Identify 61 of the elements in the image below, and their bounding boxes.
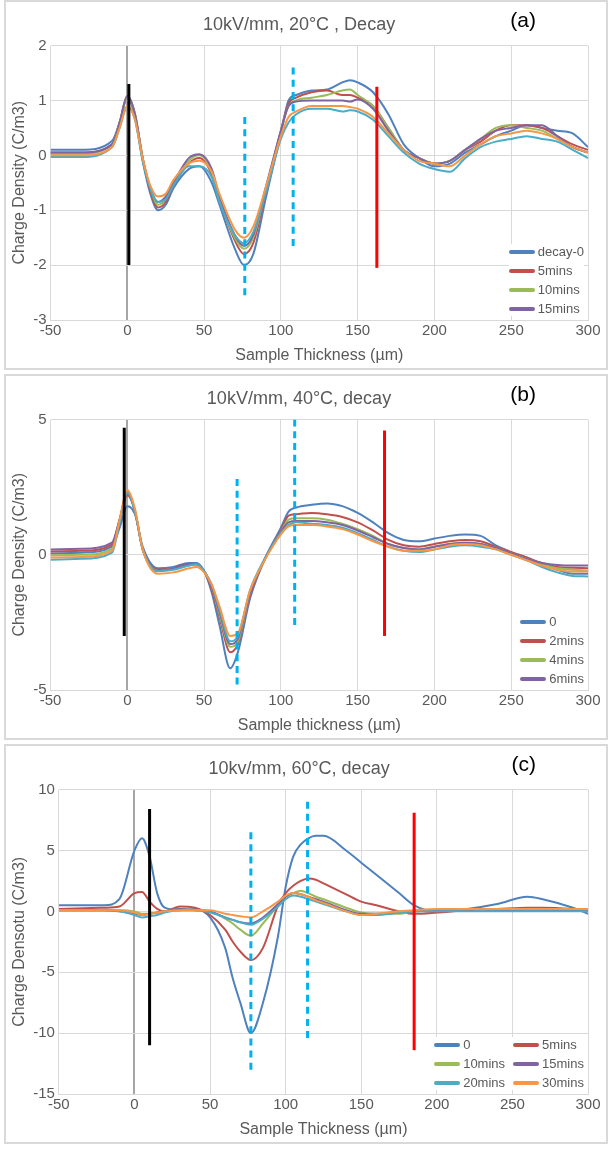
y-tick-label: -1 bbox=[33, 200, 47, 218]
y-axis-title: Charge Density (C/m3) bbox=[10, 473, 28, 637]
text: (b) bbox=[510, 382, 536, 406]
y-tick-label: -10 bbox=[33, 1023, 55, 1041]
x-tick-label: 50 bbox=[195, 691, 213, 709]
x-tick-label: 100 bbox=[268, 321, 294, 339]
x-tick-label: 250 bbox=[499, 1095, 525, 1113]
line-series bbox=[58, 834, 588, 1035]
legend-label: 5mins bbox=[542, 1037, 577, 1052]
y-tick-label: 5 bbox=[46, 840, 55, 858]
x-axis-title: Sample Thickness (µm) bbox=[235, 346, 404, 364]
x-tick-label: 0 bbox=[130, 1095, 139, 1113]
chart-title: 10kV/mm, 20°C , Decay bbox=[202, 13, 396, 34]
y-axis-title: Charge Density (C/m3) bbox=[10, 101, 28, 265]
legend-label: 30mins bbox=[542, 1075, 584, 1090]
y-tick-label: 5 bbox=[38, 409, 47, 427]
legend-label: 0 bbox=[549, 614, 557, 629]
x-tick-label: 300 bbox=[575, 691, 601, 709]
x-tick-label: 250 bbox=[498, 321, 524, 339]
x-tick-label: 100 bbox=[273, 1095, 299, 1113]
legend-label: 2mins bbox=[549, 633, 584, 648]
legend-label: 6mins bbox=[549, 671, 584, 686]
y-tick-label: -5 bbox=[41, 962, 55, 980]
x-tick-label: 0 bbox=[123, 691, 132, 709]
y-tick-label: 0 bbox=[46, 901, 55, 919]
legend-label: 10mins bbox=[537, 282, 580, 297]
x-tick-label: 300 bbox=[575, 1095, 601, 1113]
y-tick-label: 0 bbox=[38, 145, 47, 163]
legend-label: 15mins bbox=[537, 301, 580, 316]
text: (a) bbox=[510, 8, 536, 32]
x-tick-label: 300 bbox=[575, 321, 601, 339]
x-tick-label: 200 bbox=[421, 691, 447, 709]
y-tick-label: 10 bbox=[38, 779, 55, 797]
legend-label: 20mins bbox=[463, 1075, 506, 1090]
text: (c) bbox=[511, 752, 536, 776]
y-axis-title: Charge Densotu (C/m3) bbox=[10, 856, 28, 1027]
x-tick-label: 150 bbox=[345, 691, 371, 709]
x-tick-label: 200 bbox=[424, 1095, 450, 1113]
legend-label: 4mins bbox=[549, 652, 584, 667]
y-tick-label: -2 bbox=[33, 255, 47, 273]
x-tick-label: 200 bbox=[421, 321, 447, 339]
x-axis-title: Sample Thickness (µm) bbox=[239, 1120, 408, 1138]
legend-label: 5mins bbox=[537, 263, 573, 278]
x-tick-label: 150 bbox=[345, 321, 371, 339]
x-axis-title: Sample thickness (µm) bbox=[237, 716, 401, 734]
line-series bbox=[58, 892, 588, 919]
x-tick-label: 250 bbox=[498, 691, 524, 709]
y-tick-label: 0 bbox=[38, 544, 47, 562]
legend-label: 10mins bbox=[463, 1056, 506, 1071]
legend-label: decay-0 bbox=[537, 244, 584, 259]
x-tick-label: 100 bbox=[268, 691, 294, 709]
x-tick-label: 0 bbox=[123, 321, 132, 339]
x-tick-label: 150 bbox=[348, 1095, 374, 1113]
chart-title: 10kv/mm, 60°C, decay bbox=[208, 757, 390, 778]
legend-label: 15mins bbox=[542, 1056, 584, 1071]
y-tick-label: 1 bbox=[38, 90, 47, 108]
legend-label: 0 bbox=[463, 1037, 471, 1052]
x-tick-label: 50 bbox=[195, 321, 213, 339]
chart-title: 10kV/mm, 40°C, decay bbox=[206, 387, 392, 408]
y-tick-label: 2 bbox=[38, 35, 47, 53]
x-tick-label: 50 bbox=[201, 1095, 219, 1113]
